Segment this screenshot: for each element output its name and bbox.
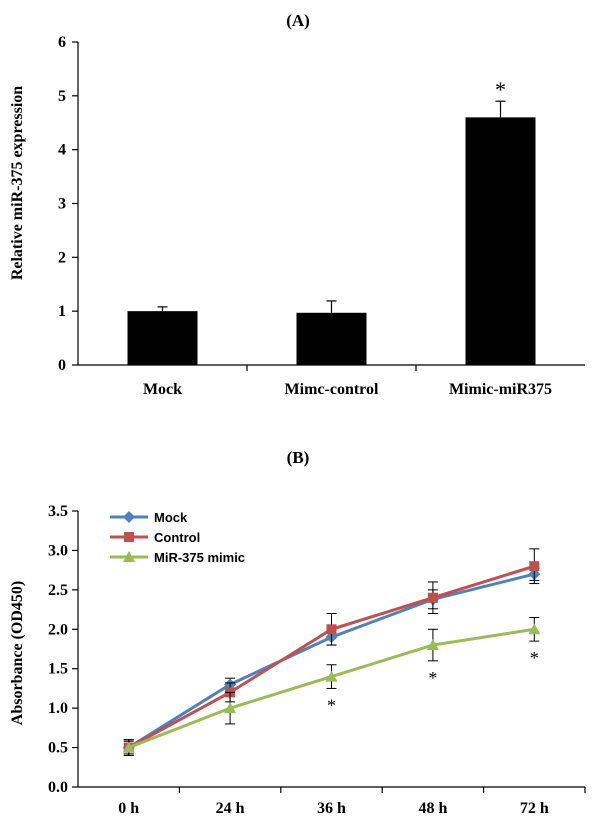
significance-marker: *	[327, 695, 336, 715]
legend-label: Mock	[154, 510, 188, 525]
x-tick-label: 24 h	[216, 800, 245, 817]
bar-0	[127, 311, 198, 365]
panel-b-title: (B)	[287, 448, 310, 467]
panel-b-labels: 0.0 0.5 1.0 1.5 2.0 2.5 3.0 3.5 0 h 24 h 36 h 48 h 7…	[48, 503, 549, 817]
y-tick-label: 3	[58, 196, 66, 213]
legend-marker	[124, 532, 134, 542]
series-2	[122, 616, 541, 756]
y-tick-label: 3.0	[48, 542, 68, 559]
y-tick-label: 0.0	[48, 779, 68, 796]
x-tick-label: Mock	[143, 381, 182, 398]
y-tick-label: 0.5	[48, 740, 68, 757]
series-line	[127, 564, 535, 749]
series-line	[127, 572, 535, 749]
x-tick-label: 0 h	[118, 800, 139, 817]
y-tick-label: 3.5	[48, 503, 68, 520]
bar-2	[465, 117, 536, 365]
data-point	[122, 741, 135, 753]
data-point	[325, 670, 338, 682]
y-tick-label: 1.5	[48, 661, 68, 678]
data-point	[326, 624, 337, 635]
panel-b-line-chart: (B) Absorbance (OD450) Mock Control MiR-37…	[9, 448, 586, 817]
y-tick-label: 0	[58, 357, 66, 374]
data-point	[426, 639, 439, 651]
data-point	[427, 592, 438, 603]
y-tick-label: 2.0	[48, 621, 68, 638]
x-tick-label: 72 h	[520, 800, 549, 817]
significance-marker: *	[530, 648, 539, 668]
x-tick-label: 48 h	[418, 800, 447, 817]
panel-b-y-axis-label: Absorbance (OD450)	[9, 581, 26, 725]
significance-marker: *	[428, 668, 437, 688]
legend-label: MiR-375 mimic	[154, 550, 245, 565]
bar-1	[296, 312, 367, 365]
legend-marker	[123, 551, 135, 562]
significance-marker: *	[495, 77, 506, 102]
legend-marker	[123, 511, 135, 523]
panel-a-bar-chart: (A) Relative miR-375 expression 0 1 2 3 4 5 6 M…	[9, 11, 585, 398]
panel-a-labels: 0 1 2 3 4 5 6 Mock Mimc-control Mimic-miR375 *	[58, 34, 552, 398]
y-tick-label: 2	[58, 249, 66, 266]
legend-label: Control	[154, 530, 200, 545]
y-tick-label: 4	[58, 142, 66, 159]
y-tick-label: 5	[58, 88, 66, 105]
y-tick-label: 2.5	[48, 582, 68, 599]
x-tick-label: Mimic-miR375	[449, 381, 552, 398]
panel-b-legend: Mock Control MiR-375 mimic	[110, 510, 245, 565]
data-point	[224, 702, 237, 714]
data-point	[528, 623, 541, 635]
series-1	[123, 548, 540, 756]
y-tick-label: 1	[58, 303, 66, 320]
data-point	[529, 561, 540, 572]
x-tick-label: Mimc-control	[285, 381, 379, 398]
panel-a-y-axis-label: Relative miR-375 expression	[9, 86, 26, 280]
panel-a-bars	[127, 100, 536, 365]
panel-b-axes	[72, 510, 586, 793]
y-tick-label: 1.0	[48, 700, 68, 717]
y-tick-label: 6	[58, 34, 66, 51]
panel-b-series	[122, 548, 541, 756]
panel-a-title: (A)	[286, 11, 310, 30]
x-tick-label: 36 h	[317, 800, 346, 817]
